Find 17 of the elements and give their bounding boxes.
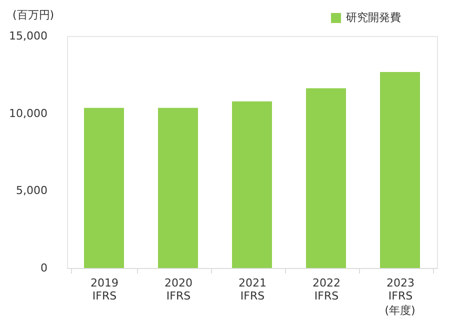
y-tick-label: 0: [40, 262, 48, 274]
bar: [158, 108, 198, 268]
bar: [306, 88, 346, 268]
legend-label: 研究開発費: [346, 11, 401, 24]
x-tick-label: 2021 IFRS: [238, 276, 266, 302]
bar: [232, 101, 272, 268]
x-tick-label: 2023 IFRS: [386, 276, 414, 302]
x-tick-label: 2020 IFRS: [164, 276, 192, 302]
y-tick-label: 10,000: [9, 106, 48, 120]
y-tick-label: 5,000: [16, 184, 48, 198]
x-tick-label: 2019 IFRS: [90, 276, 118, 302]
y-axis-title: (百万円): [12, 8, 54, 22]
bar: [380, 72, 420, 268]
bar: [84, 108, 124, 268]
x-axis-title: (年度): [384, 304, 416, 317]
x-tick-label: 2022 IFRS: [312, 276, 340, 302]
y-tick-label: 15,000: [9, 30, 48, 42]
